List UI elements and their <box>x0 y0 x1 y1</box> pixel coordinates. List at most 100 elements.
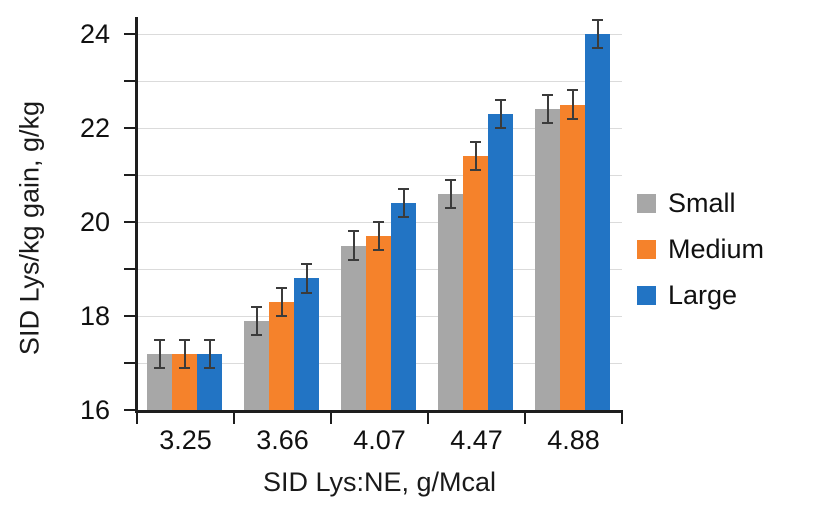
error-bar-cap <box>154 338 165 341</box>
bar-medium-4.47 <box>463 156 488 410</box>
error-bar-cap <box>179 366 190 369</box>
bar-large-4.88 <box>585 34 610 410</box>
error-bar-cap <box>542 122 553 125</box>
y-tick <box>124 409 137 411</box>
gridline <box>137 34 622 35</box>
bar-medium-4.88 <box>560 104 585 410</box>
error-bar-cap <box>251 305 262 308</box>
error-bar <box>183 339 186 368</box>
error-bar <box>571 90 574 119</box>
y-tick <box>124 362 137 364</box>
error-bar <box>546 95 549 124</box>
error-bar-cap <box>204 338 215 341</box>
y-tick <box>124 268 137 270</box>
error-bar-cap <box>301 291 312 294</box>
x-tick <box>330 413 332 424</box>
bar-small-4.88 <box>535 109 560 410</box>
gridline <box>137 175 622 176</box>
error-bar-cap <box>179 338 190 341</box>
error-bar-cap <box>495 98 506 101</box>
gridline <box>137 81 622 82</box>
error-bar-cap <box>592 18 603 21</box>
y-tick-label: 16 <box>79 395 110 425</box>
x-tick-label: 3.66 <box>256 425 309 455</box>
error-bar-cap <box>592 47 603 50</box>
error-bar-cap <box>348 258 359 261</box>
error-bar-cap <box>542 94 553 97</box>
error-bar-cap <box>348 230 359 233</box>
error-bar-cap <box>470 169 481 172</box>
y-tick-label: 20 <box>79 207 110 237</box>
x-tick-label: 4.07 <box>353 425 406 455</box>
x-axis-line <box>135 410 623 413</box>
legend: Small Medium Large <box>637 188 765 331</box>
error-bar <box>402 189 405 218</box>
y-tick <box>124 221 137 223</box>
error-bar <box>208 339 211 368</box>
legend-swatch-small <box>637 194 656 213</box>
error-bar <box>596 19 599 49</box>
error-bar-cap <box>204 366 215 369</box>
legend-item-medium: Medium <box>637 234 765 264</box>
bar-medium-3.66 <box>269 301 294 410</box>
x-tick-label: 4.47 <box>450 425 503 455</box>
error-bar-cap <box>398 216 409 219</box>
error-bar-cap <box>567 89 578 92</box>
legend-item-small: Small <box>637 188 764 218</box>
legend-swatch-medium <box>637 240 656 259</box>
legend-item-large: Large <box>637 280 764 310</box>
x-tick <box>427 413 429 424</box>
x-axis-title: SID Lys:NE, g/Mcal <box>262 467 497 497</box>
error-bar <box>449 179 452 208</box>
error-bar <box>499 99 502 128</box>
error-bar-cap <box>398 188 409 191</box>
bar-medium-4.07 <box>366 236 391 410</box>
error-bar <box>474 142 477 171</box>
error-bar-cap <box>445 178 456 181</box>
y-tick <box>124 80 137 82</box>
error-bar <box>158 339 161 368</box>
x-tick-label: 4.88 <box>547 425 600 455</box>
bar-large-4.07 <box>391 203 416 410</box>
error-bar <box>352 231 355 260</box>
gridline <box>137 128 622 129</box>
error-bar-cap <box>373 221 384 223</box>
error-bar <box>255 306 258 335</box>
error-bar-cap <box>567 117 578 120</box>
error-bar <box>280 287 283 316</box>
x-tick <box>621 413 623 424</box>
x-tick <box>233 413 235 424</box>
error-bar-cap <box>445 206 456 209</box>
error-bar <box>377 222 380 251</box>
error-bar-cap <box>276 315 287 317</box>
error-bar-cap <box>154 366 165 369</box>
bar-small-4.07 <box>341 245 366 410</box>
y-tick-label: 24 <box>79 19 110 49</box>
legend-label: Medium <box>668 234 765 264</box>
y-axis-title: SID Lys/kg gain, g/kg <box>14 100 45 356</box>
y-tick-label: 22 <box>79 113 110 143</box>
y-tick <box>124 315 137 317</box>
error-bar-cap <box>276 286 287 289</box>
legend-label: Small <box>668 188 736 218</box>
legend-label: Large <box>668 280 738 310</box>
bar-large-3.66 <box>294 278 319 410</box>
y-axis-line <box>135 17 138 413</box>
y-tick <box>124 174 137 176</box>
bar-large-4.47 <box>488 113 513 410</box>
x-tick <box>136 413 138 424</box>
error-bar-cap <box>470 141 481 144</box>
bar-small-4.47 <box>438 193 463 410</box>
error-bar-cap <box>373 249 384 252</box>
y-tick <box>124 127 137 129</box>
y-tick <box>124 33 137 35</box>
legend-swatch-large <box>637 286 656 305</box>
x-tick-label: 3.25 <box>159 425 212 455</box>
error-bar-cap <box>301 263 312 266</box>
error-bar-cap <box>495 127 506 129</box>
y-tick-label: 18 <box>79 301 110 331</box>
error-bar <box>305 264 308 293</box>
error-bar-cap <box>251 333 262 336</box>
x-tick <box>524 413 526 424</box>
